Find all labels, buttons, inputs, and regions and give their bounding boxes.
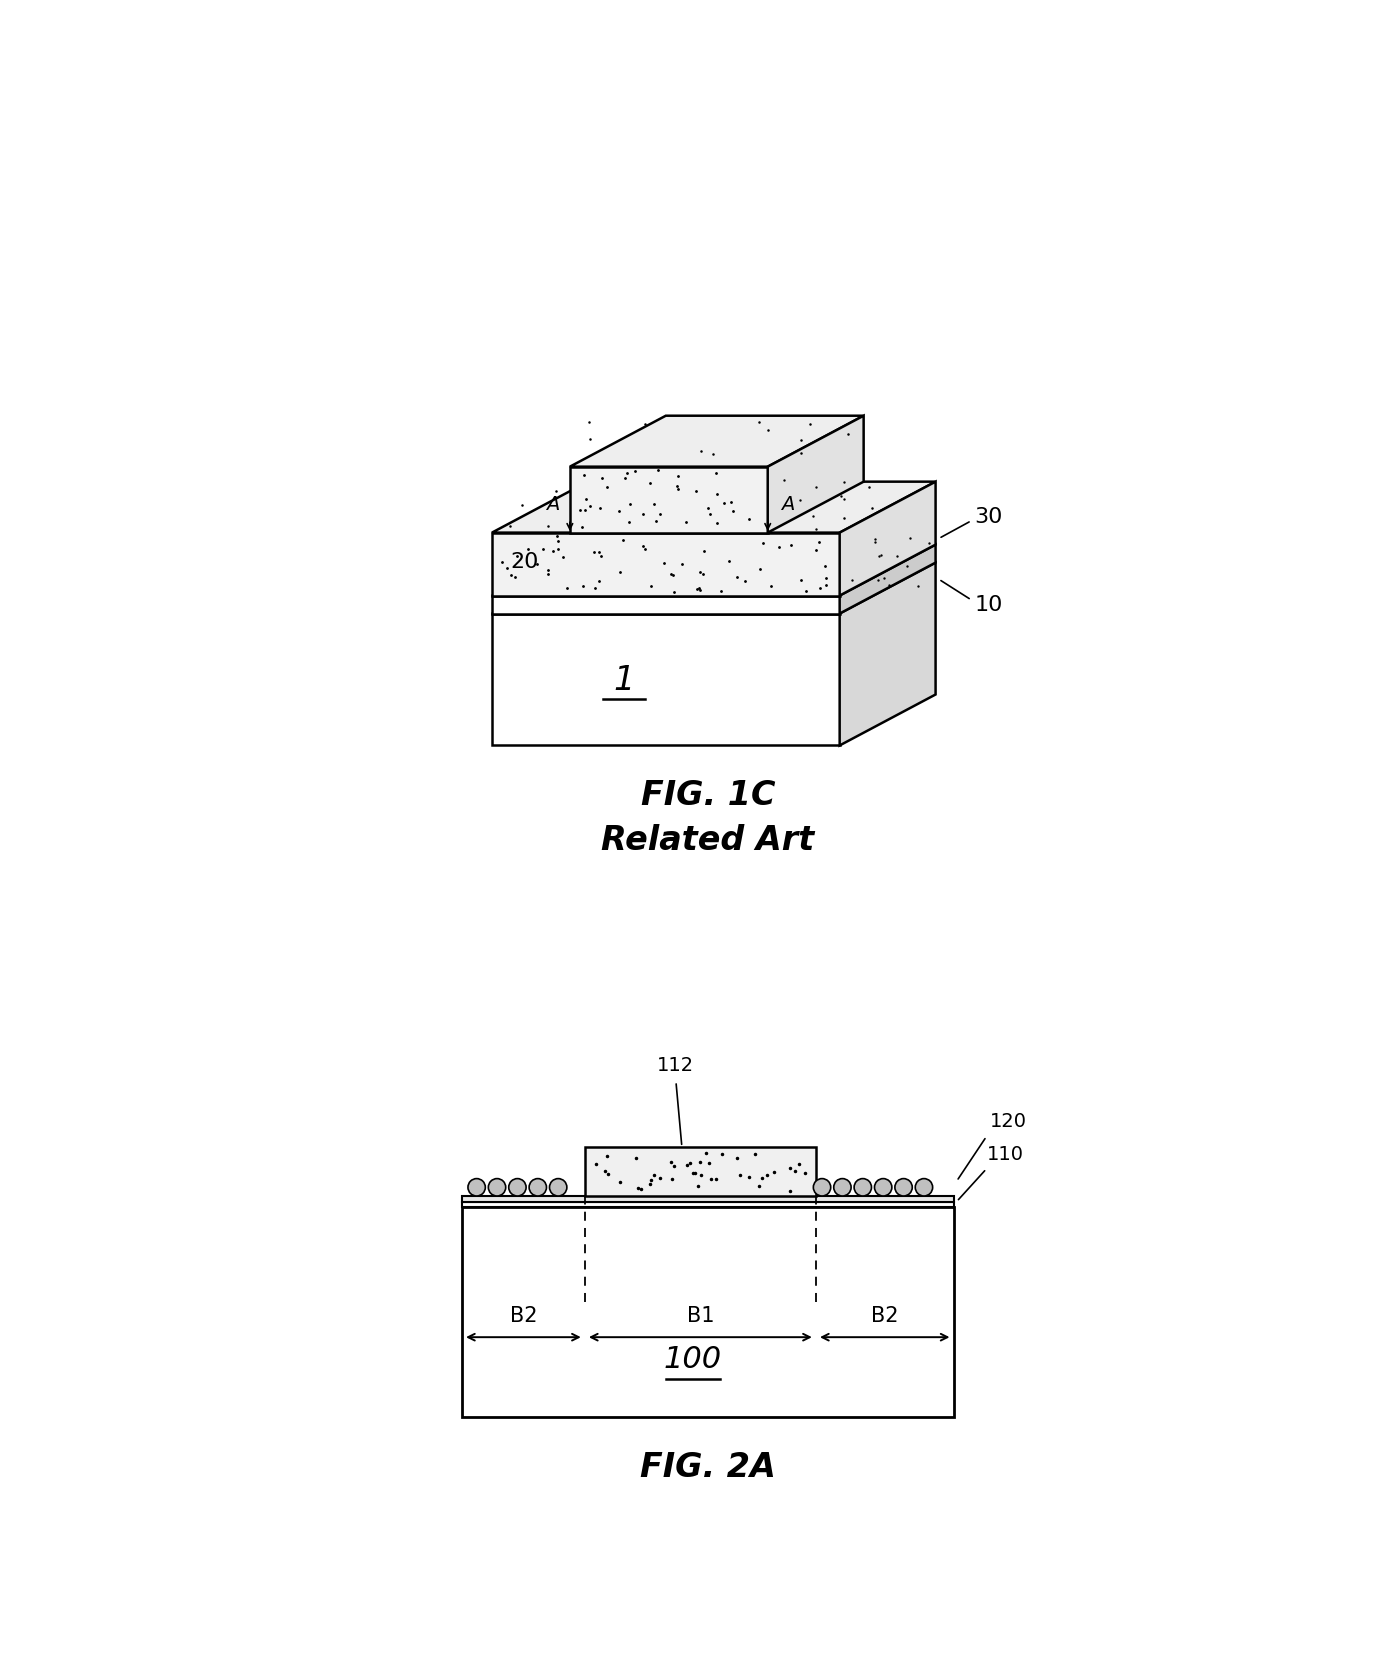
Polygon shape [570,467,768,534]
Text: FIG. 2A: FIG. 2A [639,1450,776,1482]
Polygon shape [768,417,863,534]
Text: Related Art: Related Art [601,823,815,857]
Text: B2: B2 [510,1305,537,1325]
Text: 30: 30 [975,507,1003,527]
Polygon shape [492,596,840,614]
Circle shape [874,1179,892,1196]
Circle shape [895,1179,913,1196]
Polygon shape [840,545,935,614]
Circle shape [489,1179,505,1196]
Circle shape [813,1179,831,1196]
Polygon shape [492,614,840,746]
Text: B2: B2 [871,1305,899,1325]
Polygon shape [840,482,935,596]
Circle shape [853,1179,871,1196]
Text: 112: 112 [657,1056,695,1074]
Bar [463,1208,953,1417]
Text: FIG. 1C: FIG. 1C [641,780,775,811]
Circle shape [468,1179,485,1196]
Polygon shape [840,564,935,746]
Polygon shape [492,545,935,596]
Circle shape [550,1179,566,1196]
Text: A: A [545,495,559,514]
Circle shape [529,1179,547,1196]
Polygon shape [492,564,935,614]
Text: 20: 20 [511,552,539,572]
Circle shape [508,1179,526,1196]
Text: 120: 120 [990,1111,1026,1131]
Text: B1: B1 [686,1305,714,1325]
Bar [463,1203,953,1208]
Polygon shape [570,417,863,467]
Text: 1: 1 [613,664,635,696]
Bar [586,1148,816,1196]
Text: 100: 100 [664,1343,722,1374]
Text: 10: 10 [975,596,1003,616]
Bar [463,1196,953,1203]
Text: 110: 110 [986,1144,1023,1163]
Polygon shape [492,482,935,534]
Polygon shape [492,534,840,596]
Circle shape [916,1179,932,1196]
Text: A: A [780,495,794,514]
Circle shape [834,1179,851,1196]
